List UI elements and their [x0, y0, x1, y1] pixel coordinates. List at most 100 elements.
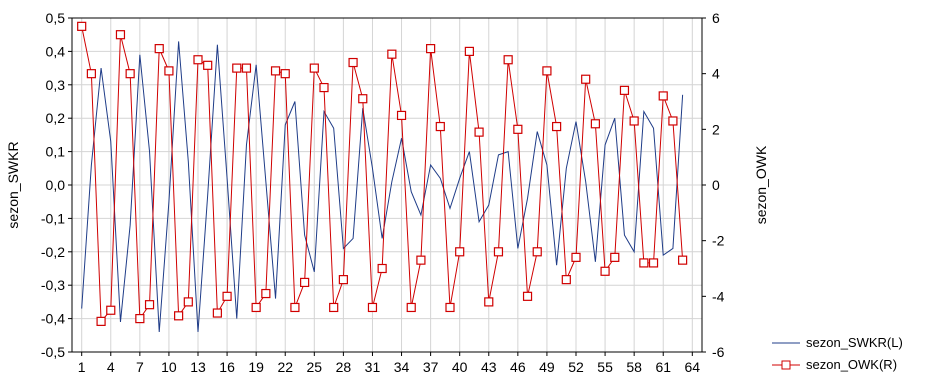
right-axis-ticks: -6 -4 -2 0 2 4 6	[702, 10, 725, 360]
right-tick-label: 6	[712, 10, 720, 26]
series-point	[377, 263, 387, 274]
x-tick-label: 22	[277, 359, 293, 375]
series-point	[416, 255, 426, 265]
x-tick-label: 34	[394, 359, 410, 375]
x-tick-label: 10	[161, 359, 177, 375]
series-point	[106, 305, 116, 315]
left-tick-label: 0,4	[46, 43, 66, 59]
series-point	[212, 308, 222, 318]
series-point	[358, 94, 368, 104]
series-point	[455, 247, 465, 257]
x-tick-label: 1	[78, 359, 86, 375]
series-point	[484, 297, 494, 307]
right-tick-label: 2	[712, 121, 720, 137]
series-point	[610, 252, 620, 262]
series-point	[290, 302, 300, 313]
series-point	[203, 60, 213, 70]
right-tick-label: -2	[712, 233, 725, 249]
series-point	[300, 277, 310, 288]
series-point	[503, 55, 513, 65]
x-tick-label: 40	[452, 359, 468, 375]
x-tick-label: 4	[107, 359, 115, 375]
left-tick-label: 0,1	[46, 144, 66, 160]
x-tick-label: 25	[307, 359, 323, 375]
series-point	[435, 121, 445, 132]
left-tick-label: 0,0	[46, 177, 66, 193]
series-point	[396, 110, 407, 121]
legend-label-swkr: sezon_SWKR(L)	[806, 335, 903, 350]
series-point	[600, 266, 610, 276]
legend: sezon_SWKR(L) sezon_OWK(R)	[772, 335, 903, 372]
series-point	[532, 247, 542, 257]
plot-frame	[71, 17, 703, 353]
series-point	[668, 116, 678, 126]
series-point	[164, 66, 174, 76]
series-layer	[77, 21, 688, 332]
left-tick-label: -0,4	[41, 311, 65, 327]
series-point	[77, 21, 87, 31]
series-point	[648, 258, 659, 268]
series-point	[280, 69, 290, 79]
series-point	[590, 119, 600, 129]
series-point	[183, 297, 193, 307]
series-point	[135, 314, 145, 324]
series-point	[513, 124, 523, 134]
series-point	[125, 69, 135, 79]
legend-label-owk: sezon_OWK(R)	[806, 357, 897, 372]
series-point	[115, 30, 126, 40]
legend-swatch-owk-marker	[781, 360, 791, 370]
left-tick-label: 0,3	[46, 77, 66, 93]
left-tick-label: 0,5	[46, 10, 66, 26]
series-point	[493, 247, 504, 257]
series-point	[348, 57, 358, 68]
series-line-0	[81, 41, 684, 332]
left-tick-label: -0,5	[41, 344, 65, 360]
right-tick-label: -4	[712, 288, 725, 304]
x-tick-label: 16	[219, 359, 235, 375]
left-tick-label: -0,1	[41, 210, 65, 226]
series-point	[86, 69, 96, 79]
series-point	[619, 85, 630, 95]
x-tick-label: 7	[136, 359, 144, 375]
right-tick-label: 0	[712, 177, 720, 193]
series-point	[193, 55, 203, 65]
series-point	[581, 74, 591, 84]
right-axis-title: sezon_OWK	[753, 145, 769, 224]
series-point	[338, 275, 348, 285]
series-point	[387, 49, 397, 59]
series-point	[261, 288, 271, 299]
x-tick-label: 58	[626, 359, 642, 375]
series-point	[406, 302, 416, 313]
series-point	[464, 46, 474, 57]
series-point	[629, 116, 639, 126]
series-point	[561, 275, 571, 285]
x-tick-label: 52	[568, 359, 584, 375]
left-axis-ticks: -0,5 -0,4 -0,3 -0,2 -0,1 0,0 0,1 0,2 0,3 0,4 0,5	[41, 10, 72, 360]
x-tick-label: 43	[481, 359, 497, 375]
series-point	[241, 63, 252, 73]
right-tick-label: -6	[712, 344, 725, 360]
series-point	[251, 302, 261, 313]
left-tick-label: -0,3	[41, 277, 65, 293]
series-point	[426, 44, 436, 54]
series-point	[552, 121, 562, 132]
series-point	[678, 255, 688, 265]
x-tick-label: 64	[685, 359, 701, 375]
left-tick-label: -0,2	[41, 244, 65, 260]
series-point	[154, 44, 164, 54]
series-point	[522, 291, 533, 301]
series-point	[309, 63, 319, 73]
x-tick-label: 13	[190, 359, 206, 375]
x-tick-label: 49	[539, 359, 555, 375]
right-tick-label: 4	[712, 66, 720, 82]
x-tick-label: 31	[365, 359, 381, 375]
series-point	[367, 302, 378, 313]
series-point	[96, 316, 106, 326]
x-tick-label: 46	[510, 359, 526, 375]
series-point	[329, 302, 339, 313]
left-axis-title: sezon_SWKR	[5, 141, 21, 228]
series-point	[174, 311, 184, 321]
series-point	[474, 127, 484, 137]
series-point	[542, 66, 552, 76]
